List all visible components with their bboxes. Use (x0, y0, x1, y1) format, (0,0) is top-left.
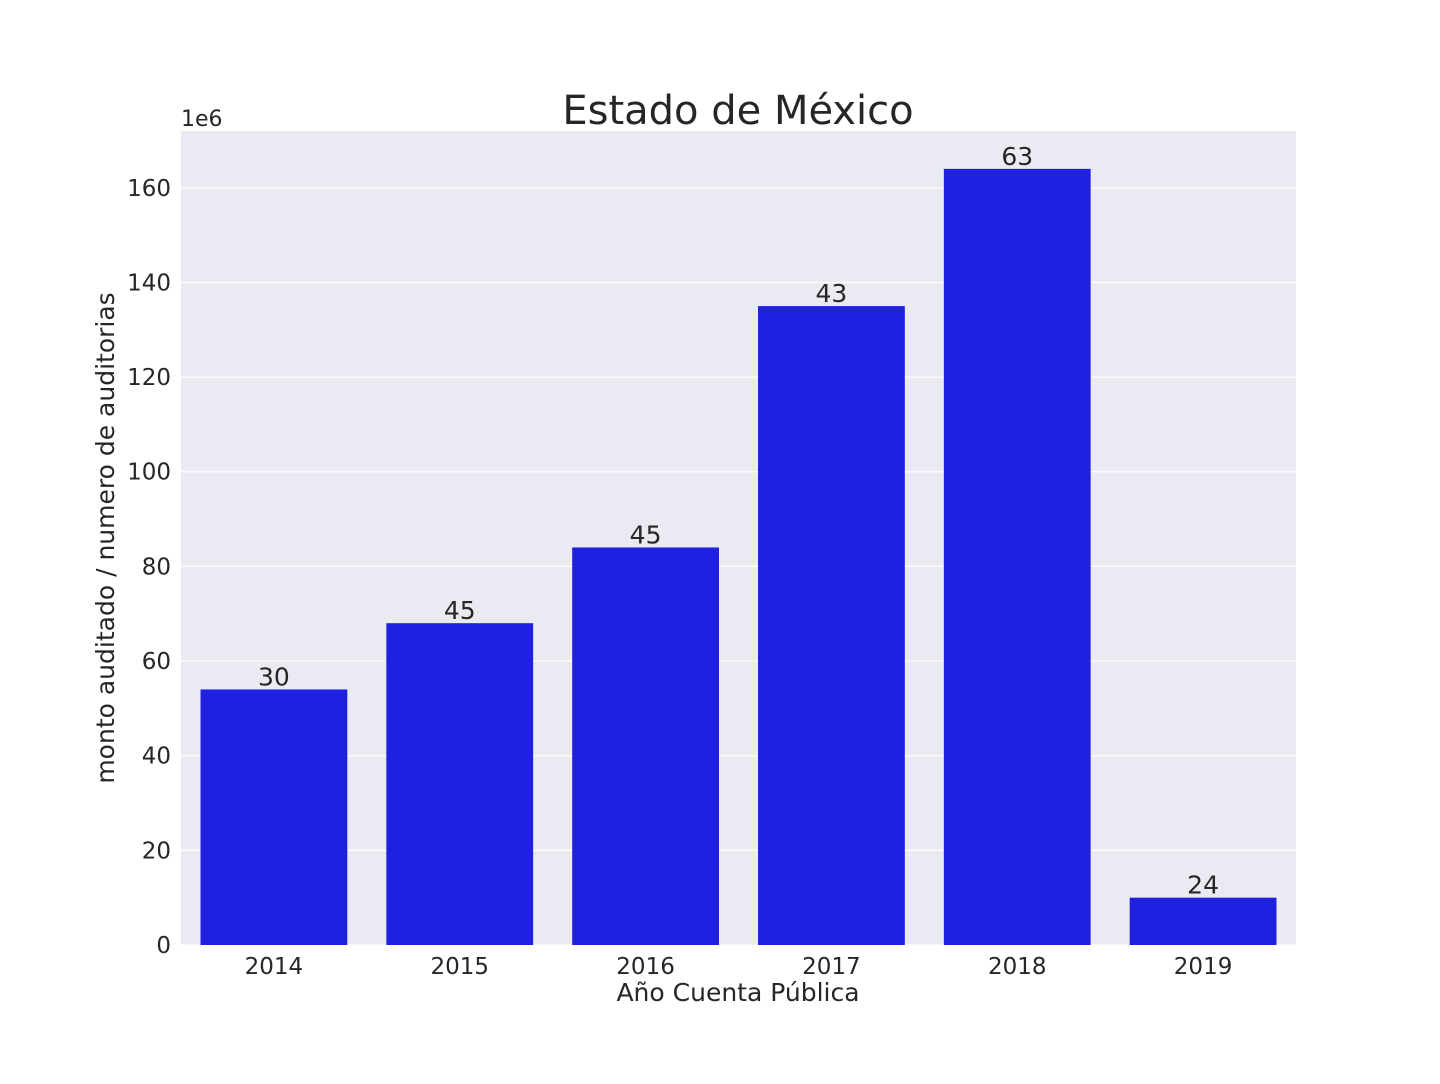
bar-2019 (1129, 897, 1277, 945)
bar-label-2017: 43 (816, 279, 848, 308)
bar-label-2016: 45 (630, 520, 662, 549)
bar-2015 (386, 623, 534, 945)
bars (200, 168, 1277, 946)
y-tick-label: 160 (127, 176, 171, 202)
y-tick-label: 100 (127, 460, 171, 486)
y-tick-label: 20 (142, 838, 171, 864)
x-tick-label: 2019 (1174, 954, 1233, 980)
x-tick-label: 2014 (245, 954, 304, 980)
x-tick-label: 2016 (616, 954, 675, 980)
bar-labels: 30 45 45 43 63 24 (258, 142, 1219, 900)
bar-label-2019: 24 (1187, 871, 1219, 900)
bar-2018 (943, 168, 1091, 945)
plot-area (181, 131, 1296, 945)
y-axis-label: monto auditado / numero de auditorias (91, 292, 120, 783)
y-tick-label: 0 (156, 933, 171, 959)
x-axis-ticks: 2014 2015 2016 2017 2018 2019 (245, 954, 1233, 980)
bar-2016 (572, 547, 719, 945)
gridlines (181, 187, 1296, 946)
y-tick-label: 120 (127, 365, 171, 391)
x-tick-label: 2018 (988, 954, 1047, 980)
y-tick-label: 80 (142, 554, 171, 580)
x-tick-label: 2015 (430, 954, 489, 980)
y-tick-label: 40 (142, 744, 171, 770)
bar-label-2015: 45 (444, 596, 476, 625)
chart-title: Estado de México (562, 88, 913, 134)
bar-2017 (758, 306, 905, 946)
y-axis-offset-label: 1e6 (181, 107, 223, 132)
y-tick-label: 140 (127, 270, 171, 296)
y-tick-label: 60 (142, 649, 171, 675)
bar-label-2014: 30 (258, 662, 290, 691)
y-axis-ticks: 0 20 40 60 80 100 120 140 160 (127, 176, 171, 959)
bar-2014 (200, 689, 348, 945)
bar-label-2018: 63 (1001, 142, 1033, 171)
x-tick-label: 2017 (802, 954, 861, 980)
x-axis-label: Año Cuenta Pública (616, 978, 859, 1007)
